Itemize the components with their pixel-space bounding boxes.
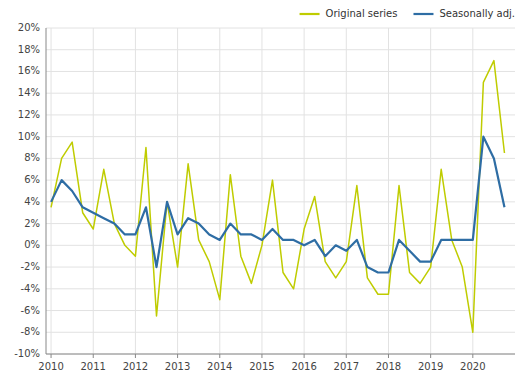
x-grid-line [346,28,347,354]
x-tick [472,354,473,358]
series-group [51,61,504,333]
series-line [51,137,504,273]
y-tick-label: 10% [18,131,40,142]
y-tick-label: 4% [24,196,40,207]
y-axis-line [46,28,47,354]
y-grid-line [46,28,515,29]
x-tick-label: 2019 [418,361,443,372]
y-grid-line [46,180,515,181]
x-tick [261,354,262,358]
x-grid-line [472,28,473,354]
x-tick-label: 2013 [165,361,190,372]
x-tick [388,354,389,358]
x-axis-line [46,354,515,355]
legend-item: Original series [300,8,398,19]
x-tick-label: 2011 [81,361,106,372]
grid [46,28,515,354]
y-grid-line [46,114,515,115]
y-tick-label: 14% [18,87,40,98]
y-tick-label: -8% [21,326,40,337]
y-grid-line [46,201,515,202]
x-tick-label: 2020 [460,361,485,372]
y-grid-line [46,136,515,137]
y-tick-label: 2% [24,218,40,229]
x-grid-line [135,28,136,354]
x-tick [304,354,305,358]
x-tick-label: 2018 [376,361,401,372]
series-line [51,61,504,333]
x-tick [430,354,431,358]
y-tick-label: 12% [18,109,40,120]
y-grid-line [46,332,515,333]
y-grid-line [46,288,515,289]
legend-swatch [300,13,320,15]
y-grid-line [46,223,515,224]
x-tick [51,354,52,358]
x-tick-label: 2016 [291,361,316,372]
legend: Original series Seasonally adj. [300,8,515,19]
legend-item: Seasonally adj. [413,8,515,19]
x-grid-line [93,28,94,354]
x-grid-line [219,28,220,354]
x-grid-line [177,28,178,354]
x-grid-line [304,28,305,354]
x-grid-line [51,28,52,354]
y-grid-line [46,310,515,311]
x-tick [135,354,136,358]
legend-label: Seasonally adj. [439,8,515,19]
y-grid-line [46,71,515,72]
x-tick-label: 2015 [249,361,274,372]
x-tick [93,354,94,358]
x-grid-line [388,28,389,354]
legend-label: Original series [326,8,398,19]
y-tick-label: -2% [21,261,40,272]
y-grid-line [46,93,515,94]
x-grid-line [261,28,262,354]
x-tick [219,354,220,358]
y-tick-label: 20% [18,22,40,33]
y-tick-label: -6% [21,305,40,316]
x-tick-label: 2014 [207,361,232,372]
y-grid-line [46,49,515,50]
y-tick-label: -10% [14,348,40,359]
y-tick-label: 0% [24,239,40,250]
y-tick-label: -4% [21,283,40,294]
y-tick-label: 18% [18,44,40,55]
chart: -10% -8% -6% -4% -2% 0% 2% 4% 6% 8% 10% 12% 14% 16% 18… [0,0,529,378]
axes: -10% -8% -6% -4% -2% 0% 2% 4% 6% 8% 10% 12% 14% 16% 18… [14,22,515,372]
x-tick-label: 2017 [334,361,359,372]
y-grid-line [46,158,515,159]
legend-swatch [413,13,433,15]
x-grid-line [430,28,431,354]
y-tick-label: 6% [24,174,40,185]
y-tick-label: 8% [24,152,40,163]
y-tick-label: 16% [18,65,40,76]
x-tick-label: 2012 [123,361,148,372]
y-grid-line [46,354,515,355]
x-tick [177,354,178,358]
x-tick [346,354,347,358]
x-tick-label: 2010 [38,361,63,372]
y-grid-line [46,267,515,268]
